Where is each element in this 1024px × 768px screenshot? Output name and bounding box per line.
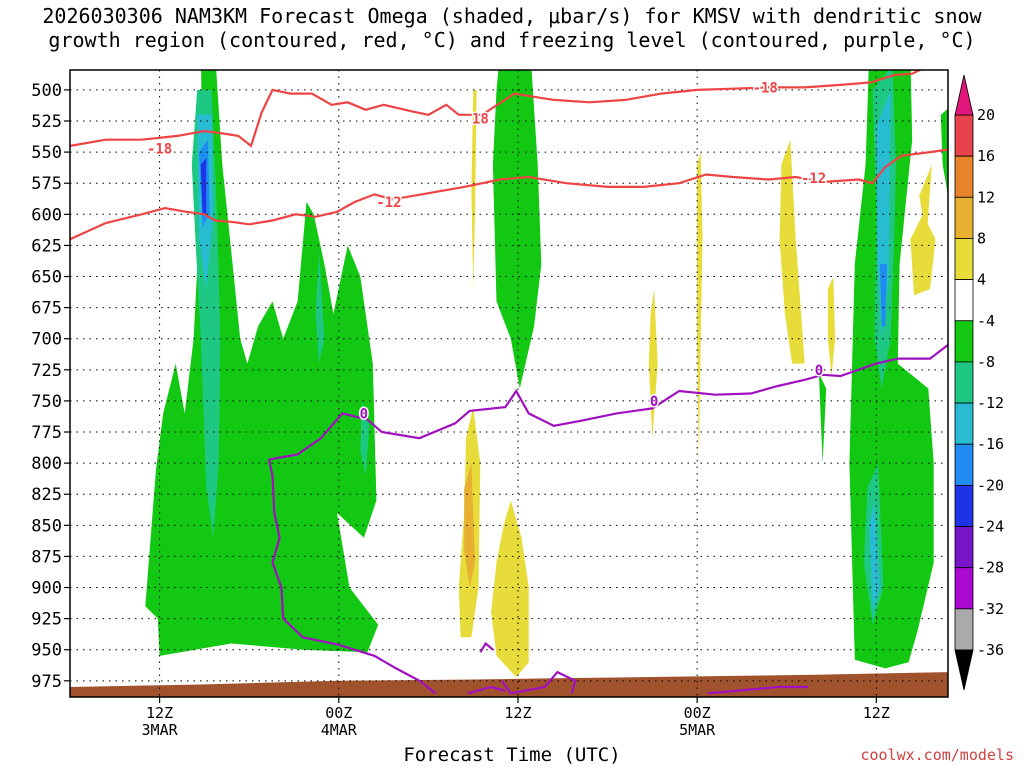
omega-region-15 — [200, 158, 207, 215]
x-tick-label-4-0: 12Z — [863, 704, 890, 722]
chart-title-line-1: 2026030306 NAM3KM Forecast Omega (shaded… — [42, 4, 982, 28]
y-tick-label-12: 800 — [31, 454, 62, 474]
omega-region-23 — [910, 214, 936, 296]
colorbar-under-arrow — [954, 649, 974, 691]
dgz-label-0: -18 — [147, 141, 172, 157]
y-tick-label-1: 525 — [31, 112, 62, 132]
y-tick-label-4: 600 — [31, 205, 62, 225]
y-tick-label-19: 975 — [31, 672, 62, 692]
colorbar-label-9: -20 — [977, 476, 1004, 494]
colorbar-bin-2 — [954, 196, 974, 239]
colorbar-label-2: 12 — [977, 188, 995, 206]
dgz-label-1: -12 — [376, 195, 401, 211]
site-watermark: coolwx.com/models — [860, 746, 1014, 764]
freezing-label-1: 0 — [650, 394, 658, 410]
y-tick-label-2: 550 — [31, 143, 62, 163]
freezing-label-2: 0 — [815, 363, 823, 379]
omega-region-4 — [940, 108, 948, 196]
dgz-label-12b: -12 — [801, 171, 826, 187]
colorbar-bin-11 — [954, 567, 974, 610]
colorbar-label-13: -36 — [977, 641, 1004, 659]
chart-title-line-2: growth region (contoured, red, °C) and f… — [48, 28, 976, 52]
colorbar-label-4: 4 — [977, 271, 986, 289]
x-tick-label-0-2: 2026 — [142, 738, 178, 740]
freezing-contour-5 — [707, 685, 809, 695]
omega-region-3 — [817, 369, 827, 464]
x-tick-label-0-0: 12Z — [146, 704, 173, 722]
x-tick-label-3-1: 5MAR — [679, 721, 716, 739]
colorbar-label-10: -24 — [977, 518, 1004, 536]
omega-region-19 — [648, 289, 658, 439]
colorbar-bin-6 — [954, 361, 974, 404]
colorbar-label-1: 16 — [977, 147, 995, 165]
colorbar-bin-12 — [954, 608, 974, 651]
y-tick-label-11: 775 — [31, 423, 62, 443]
y-tick-label-0: 500 — [31, 81, 62, 101]
dgz-label-18b: -18 — [753, 80, 778, 96]
colorbar-bin-5 — [954, 320, 974, 363]
y-tick-label-9: 725 — [31, 361, 62, 381]
plot-layer: -18 -12 -18 18 -12 0 0 0 — [70, 70, 948, 697]
x-tick-label-3-0: 00Z — [684, 704, 711, 722]
omega-region-18 — [491, 500, 529, 678]
colorbar-bin-10 — [954, 526, 974, 569]
omega-region-20 — [697, 152, 703, 464]
colorbar-bin-9 — [954, 484, 974, 527]
y-tick-label-13: 825 — [31, 485, 62, 505]
colorbar-bin-4 — [954, 279, 974, 322]
dgz-contour-1 — [70, 148, 948, 241]
freezing-contour-3 — [467, 685, 506, 695]
omega-region-16 — [471, 89, 477, 290]
omega-region-14 — [879, 264, 888, 327]
omega-cross-section-chart: -18 -12 -18 18 -12 0 0 0 500 525 550 575 600 625 650 67… — [31, 69, 1004, 740]
dgz-contour-0 — [70, 70, 923, 148]
colorbar-label-12: -32 — [977, 600, 1004, 618]
x-axis-label: Forecast Time (UTC) — [403, 744, 621, 766]
freezing-contour-0 — [267, 459, 437, 695]
y-tick-label-6: 650 — [31, 268, 62, 288]
freezing-contour-4 — [479, 641, 494, 653]
colorbar-bin-8 — [954, 443, 974, 486]
freezing-label-0: 0 — [360, 406, 368, 422]
colorbar-label-8: -16 — [977, 435, 1004, 453]
dgz-label-18c: 18 — [472, 112, 489, 128]
freezing-contour-1 — [268, 344, 948, 461]
freezing-contour-2 — [500, 670, 577, 695]
x-tick-label-2-0: 12Z — [504, 704, 531, 722]
y-tick-label-18: 950 — [31, 641, 62, 661]
y-tick-label-5: 625 — [31, 236, 62, 256]
colorbar-label-11: -28 — [977, 559, 1004, 577]
x-tick-label-0-1: 3MAR — [142, 721, 179, 739]
omega-region-12 — [869, 500, 880, 613]
y-tick-label-10: 750 — [31, 392, 62, 412]
y-tick-label-14: 850 — [31, 516, 62, 536]
colorbar-bin-3 — [954, 238, 974, 281]
x-tick-label-1-0: 00Z — [325, 704, 352, 722]
y-tick-label-8: 700 — [31, 330, 62, 350]
y-tick-label-17: 925 — [31, 610, 62, 630]
y-tick-label-3: 575 — [31, 174, 62, 194]
omega-region-8 — [315, 251, 325, 364]
y-tick-label-16: 900 — [31, 579, 62, 599]
omega-region-1 — [492, 70, 542, 389]
colorbar-label-0: 20 — [977, 106, 995, 124]
omega-region-22 — [827, 276, 836, 376]
colorbar-label-6: -8 — [977, 353, 995, 371]
colorbar-bin-1 — [954, 155, 974, 198]
y-tick-label-7: 675 — [31, 299, 62, 319]
colorbar-label-7: -12 — [977, 394, 1004, 412]
colorbar-over-arrow — [954, 74, 974, 116]
colorbar-label-3: 8 — [977, 229, 986, 247]
plot-frame — [69, 69, 949, 698]
y-tick-label-15: 875 — [31, 547, 62, 567]
colorbar-bin-7 — [954, 402, 974, 445]
colorbar-label-5: -4 — [977, 312, 995, 330]
colorbar-bin-0 — [954, 114, 974, 157]
x-tick-label-1-1: 4MAR — [321, 721, 358, 739]
